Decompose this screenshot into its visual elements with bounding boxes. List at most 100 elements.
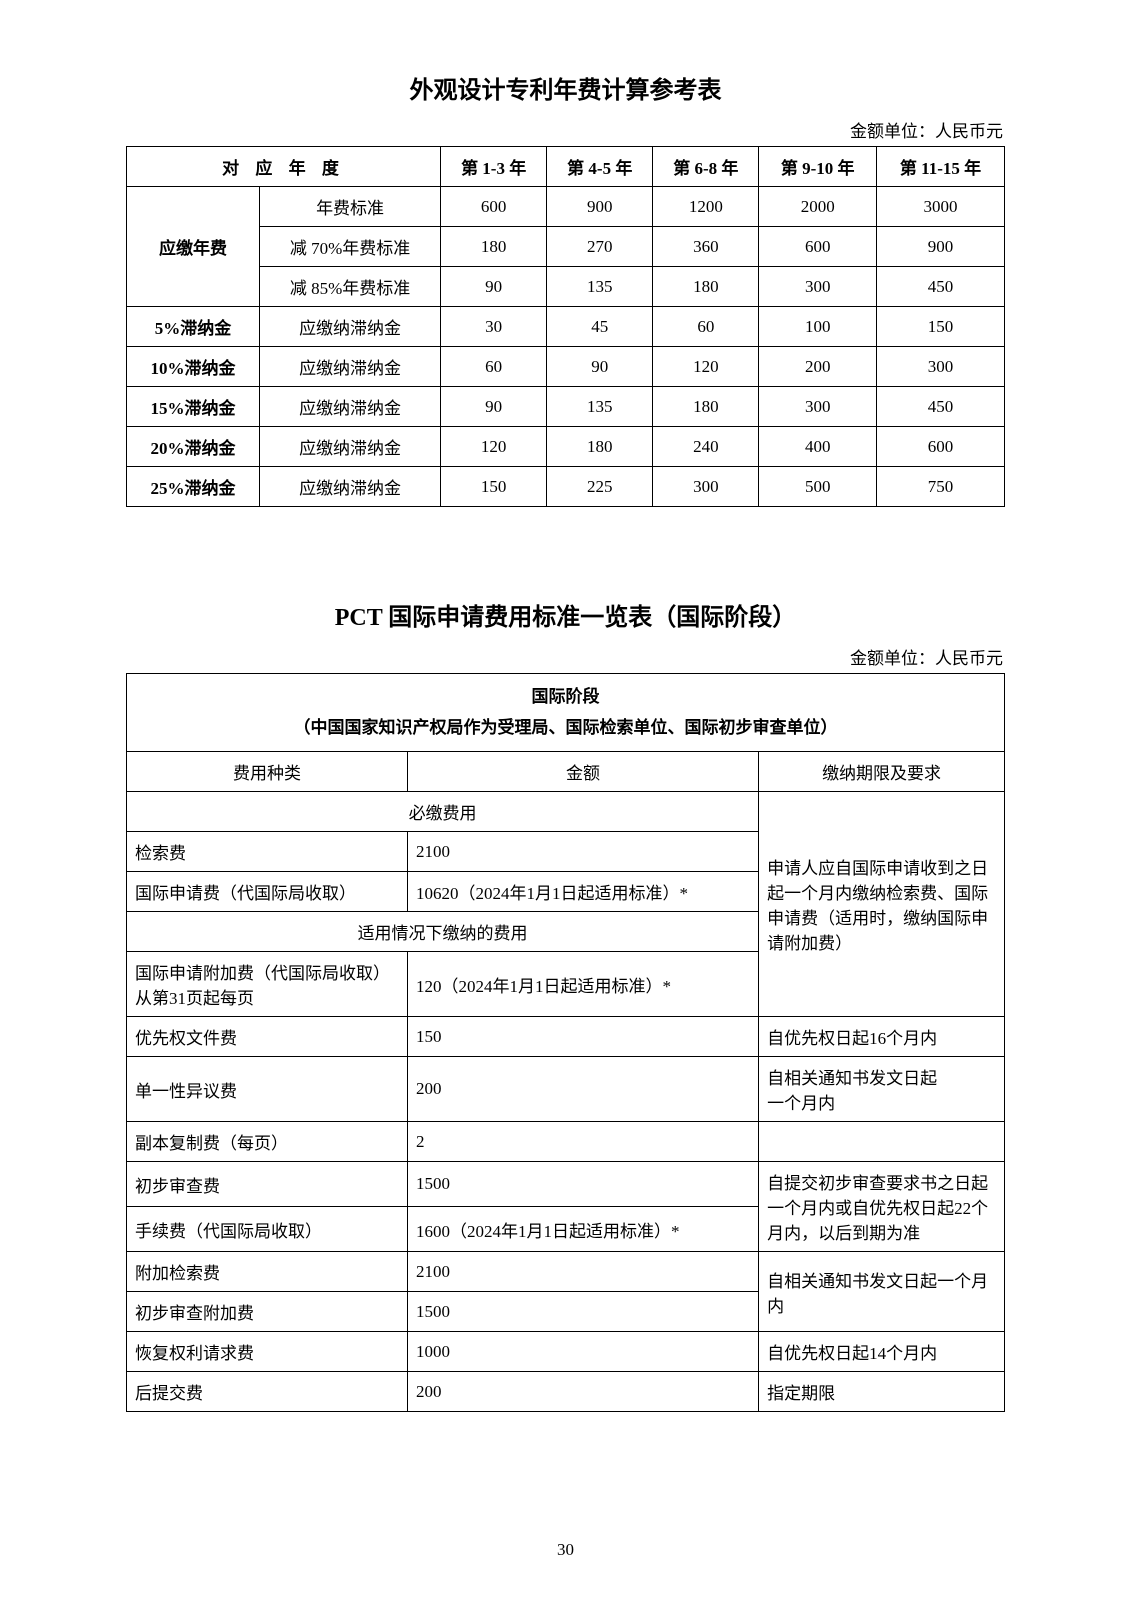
fee-type: 副本复制费（每页） xyxy=(127,1122,408,1162)
fee-req xyxy=(759,1122,1005,1162)
fee-type: 后提交费 xyxy=(127,1372,408,1412)
cell: 400 xyxy=(759,427,877,467)
req-group1: 申请人应自国际申请收到之日起一个月内缴纳检索费、国际申请费（适用时，缴纳国际申请… xyxy=(759,792,1005,1017)
fee-type-line1: 国际申请附加费（代国际局收取） xyxy=(135,959,401,984)
cell: 150 xyxy=(877,307,1005,347)
cell: 60 xyxy=(653,307,759,347)
cell: 900 xyxy=(877,227,1005,267)
table2-title: PCT 国际申请费用标准一览表（国际阶段） xyxy=(126,597,1005,632)
cell: 225 xyxy=(547,467,653,507)
fee-amount: 200 xyxy=(407,1372,758,1412)
col-4-5: 第 4-5 年 xyxy=(547,147,653,187)
cell: 100 xyxy=(759,307,877,347)
cell: 180 xyxy=(441,227,547,267)
fee-type: 初步审查费 xyxy=(127,1162,408,1207)
row-label: 应缴纳滞纳金 xyxy=(260,387,441,427)
table1: 对 应 年 度 第 1-3 年 第 4-5 年 第 6-8 年 第 9-10 年… xyxy=(126,146,1005,507)
table1-header-row: 对 应 年 度 第 1-3 年 第 4-5 年 第 6-8 年 第 9-10 年… xyxy=(127,147,1005,187)
row-label: 应缴纳滞纳金 xyxy=(260,347,441,387)
cell: 180 xyxy=(653,267,759,307)
cell: 750 xyxy=(877,467,1005,507)
table-row: 应缴年费 年费标准 600 900 1200 2000 3000 xyxy=(127,187,1005,227)
table2-unit: 金额单位：人民币元 xyxy=(126,644,1005,669)
cell: 90 xyxy=(441,267,547,307)
table-row: 附加检索费 2100 自相关通知书发文日起一个月内 xyxy=(127,1252,1005,1292)
col-year: 对 应 年 度 xyxy=(127,147,441,187)
table-row: 后提交费 200 指定期限 xyxy=(127,1372,1005,1412)
section1-label: 必缴费用 xyxy=(127,792,759,832)
fee-type: 恢复权利请求费 xyxy=(127,1332,408,1372)
fee-amount: 10620（2024年1月1日起适用标准）* xyxy=(407,872,758,912)
cell: 120 xyxy=(653,347,759,387)
table1-unit: 金额单位：人民币元 xyxy=(126,117,1005,142)
group-15pct: 15%滞纳金 xyxy=(127,387,260,427)
cell: 270 xyxy=(547,227,653,267)
table2: 国际阶段 （中国国家知识产权局作为受理局、国际检索单位、国际初步审查单位） 费用… xyxy=(126,673,1005,1412)
table-row: 25%滞纳金 应缴纳滞纳金 150 225 300 500 750 xyxy=(127,467,1005,507)
table-row: 15%滞纳金 应缴纳滞纳金 90 135 180 300 450 xyxy=(127,387,1005,427)
table-row: 单一性异议费 200 自相关通知书发文日起 一个月内 xyxy=(127,1057,1005,1122)
fee-amount: 200 xyxy=(407,1057,758,1122)
fee-type: 国际申请附加费（代国际局收取） 从第31页起每页 xyxy=(127,952,408,1017)
cell: 120 xyxy=(441,427,547,467)
cell: 300 xyxy=(759,387,877,427)
row-label: 应缴纳滞纳金 xyxy=(260,467,441,507)
fee-type: 附加检索费 xyxy=(127,1252,408,1292)
section2-label: 适用情况下缴纳的费用 xyxy=(127,912,759,952)
table2-header-row: 国际阶段 （中国国家知识产权局作为受理局、国际检索单位、国际初步审查单位） xyxy=(127,674,1005,752)
header-line2: （中国国家知识产权局作为受理局、国际检索单位、国际初步审查单位） xyxy=(133,713,998,744)
cell: 300 xyxy=(759,267,877,307)
cell: 300 xyxy=(877,347,1005,387)
fee-type: 初步审查附加费 xyxy=(127,1292,408,1332)
col-9-10: 第 9-10 年 xyxy=(759,147,877,187)
cell: 30 xyxy=(441,307,547,347)
cell: 2000 xyxy=(759,187,877,227)
col-amount: 金额 xyxy=(407,752,758,792)
fee-amount: 150 xyxy=(407,1017,758,1057)
cell: 600 xyxy=(441,187,547,227)
cell: 600 xyxy=(759,227,877,267)
cell: 135 xyxy=(547,267,653,307)
fee-req: 自提交初步审查要求书之日起一个月内或自优先权日起22个月内，以后到期为准 xyxy=(759,1162,1005,1252)
col-6-8: 第 6-8 年 xyxy=(653,147,759,187)
cell: 135 xyxy=(547,387,653,427)
section1-row: 必缴费用 申请人应自国际申请收到之日起一个月内缴纳检索费、国际申请费（适用时，缴… xyxy=(127,792,1005,832)
fee-type: 检索费 xyxy=(127,832,408,872)
cell: 450 xyxy=(877,387,1005,427)
table-row: 初步审查费 1500 自提交初步审查要求书之日起一个月内或自优先权日起22个月内… xyxy=(127,1162,1005,1207)
row-label: 减 70%年费标准 xyxy=(260,227,441,267)
table2-col-row: 费用种类 金额 缴纳期限及要求 xyxy=(127,752,1005,792)
cell: 150 xyxy=(441,467,547,507)
fee-amount: 1500 xyxy=(407,1162,758,1207)
cell: 500 xyxy=(759,467,877,507)
fee-type: 手续费（代国际局收取） xyxy=(127,1207,408,1252)
fee-amount: 2100 xyxy=(407,1252,758,1292)
cell: 360 xyxy=(653,227,759,267)
cell: 200 xyxy=(759,347,877,387)
cell: 180 xyxy=(653,387,759,427)
fee-amount: 1500 xyxy=(407,1292,758,1332)
table-row: 恢复权利请求费 1000 自优先权日起14个月内 xyxy=(127,1332,1005,1372)
cell: 90 xyxy=(441,387,547,427)
cell: 900 xyxy=(547,187,653,227)
fee-type: 单一性异议费 xyxy=(127,1057,408,1122)
group-10pct: 10%滞纳金 xyxy=(127,347,260,387)
cell: 600 xyxy=(877,427,1005,467)
cell: 240 xyxy=(653,427,759,467)
group-25pct: 25%滞纳金 xyxy=(127,467,260,507)
table-row: 副本复制费（每页） 2 xyxy=(127,1122,1005,1162)
table-row: 20%滞纳金 应缴纳滞纳金 120 180 240 400 600 xyxy=(127,427,1005,467)
fee-req: 自优先权日起14个月内 xyxy=(759,1332,1005,1372)
fee-req: 指定期限 xyxy=(759,1372,1005,1412)
cell: 450 xyxy=(877,267,1005,307)
fee-amount: 2100 xyxy=(407,832,758,872)
cell: 90 xyxy=(547,347,653,387)
table-row: 10%滞纳金 应缴纳滞纳金 60 90 120 200 300 xyxy=(127,347,1005,387)
fee-req: 自相关通知书发文日起一个月内 xyxy=(759,1252,1005,1332)
fee-amount: 1000 xyxy=(407,1332,758,1372)
row-label: 应缴纳滞纳金 xyxy=(260,427,441,467)
row-label: 应缴纳滞纳金 xyxy=(260,307,441,347)
cell: 45 xyxy=(547,307,653,347)
table-row: 5%滞纳金 应缴纳滞纳金 30 45 60 100 150 xyxy=(127,307,1005,347)
cell: 180 xyxy=(547,427,653,467)
